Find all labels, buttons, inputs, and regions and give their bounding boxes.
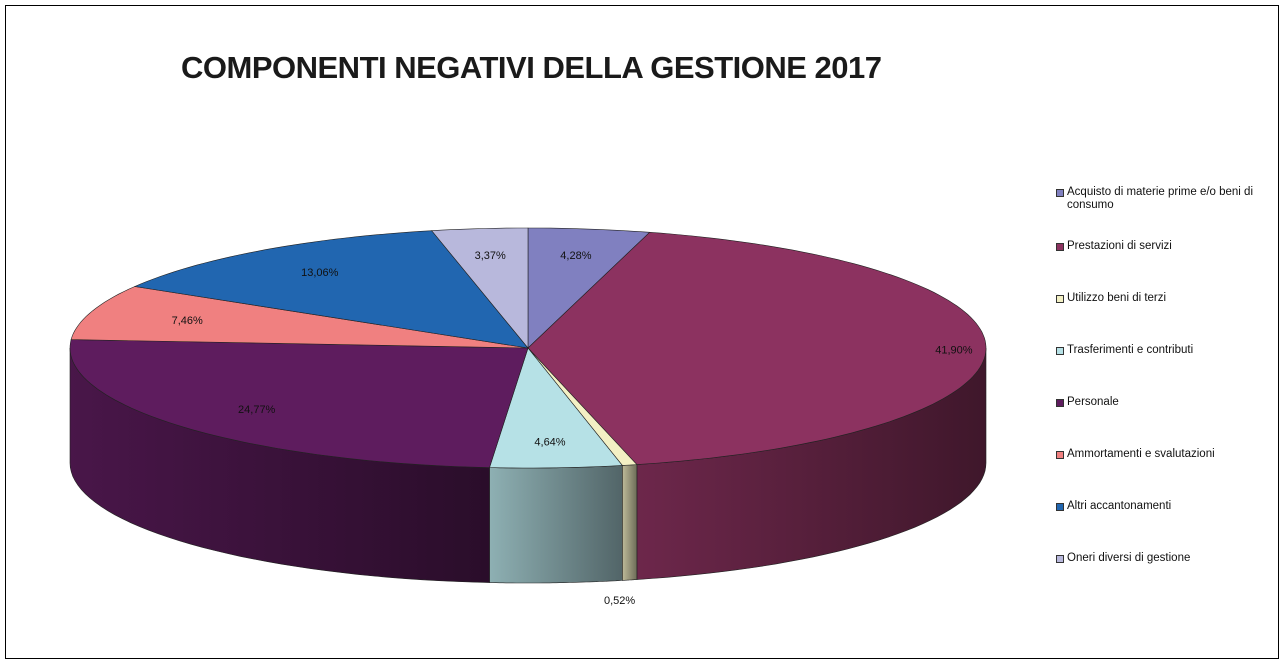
pie-slice [70,286,529,349]
pie-slice [431,227,529,349]
slice-percent-label: 4,64% [534,436,565,448]
legend-item: Ammortamenti e svalutazioni [1056,448,1281,461]
legend-swatch [1056,189,1064,197]
legend-label: Acquisto di materie prime e/o beni di co… [1067,186,1254,211]
slice-percent-label: 4,28% [560,250,591,262]
legend-label: Utilizzo beni di terzi [1067,292,1167,304]
legend-label: Prestazioni di servizi [1067,240,1172,252]
chart-frame: COMPONENTI NEGATIVI DELLA GESTIONE 2017 … [5,5,1279,659]
legend-label: Oneri diversi di gestione [1067,552,1191,564]
slice-percent-label: 3,37% [475,250,506,262]
slice-percent-label: 13,06% [301,267,339,279]
legend-swatch [1056,243,1064,251]
legend-swatch [1056,451,1064,459]
legend-swatch [1056,347,1064,355]
legend-item: Altri accantonamenti [1056,500,1281,513]
legend-swatch [1056,295,1064,303]
pie-slice [527,227,651,349]
legend-item: Prestazioni di servizi [1056,240,1281,253]
pie-slice-side [489,465,623,584]
pie-slice-side [622,464,638,581]
legend-swatch [1056,503,1064,511]
legend-item: Personale [1056,396,1281,409]
slice-percent-label: 41,90% [935,345,973,357]
pie-slice [69,339,529,468]
legend-item: Utilizzo beni di terzi [1056,292,1281,305]
legend-item: Trasferimenti e contributi [1056,344,1281,357]
legend-label: Trasferimenti e contributi [1067,344,1194,356]
slice-percent-label: 7,46% [172,315,203,327]
legend-label: Ammortamenti e svalutazioni [1067,448,1215,460]
pie-slice [133,230,529,349]
pie-chart: 4,28% 41,90% 0,52% 4,64% 24,77% 7,46% 13,06% 3,… [69,227,987,607]
legend-swatch [1056,399,1064,407]
legend-item: Acquisto di materie prime e/o beni di co… [1056,186,1281,212]
legend-label: Altri accantonamenti [1067,500,1172,512]
chart-title: COMPONENTI NEGATIVI DELLA GESTIONE 2017 [181,50,882,85]
legend-item: Oneri diversi di gestione [1056,552,1281,565]
legend-label: Personale [1067,396,1119,408]
legend-swatch [1056,555,1064,563]
pie-slice [527,231,987,465]
slice-percent-label: 24,77% [238,404,276,416]
pie-slice [489,347,623,469]
slice-percent-label: 0,52% [604,595,635,607]
